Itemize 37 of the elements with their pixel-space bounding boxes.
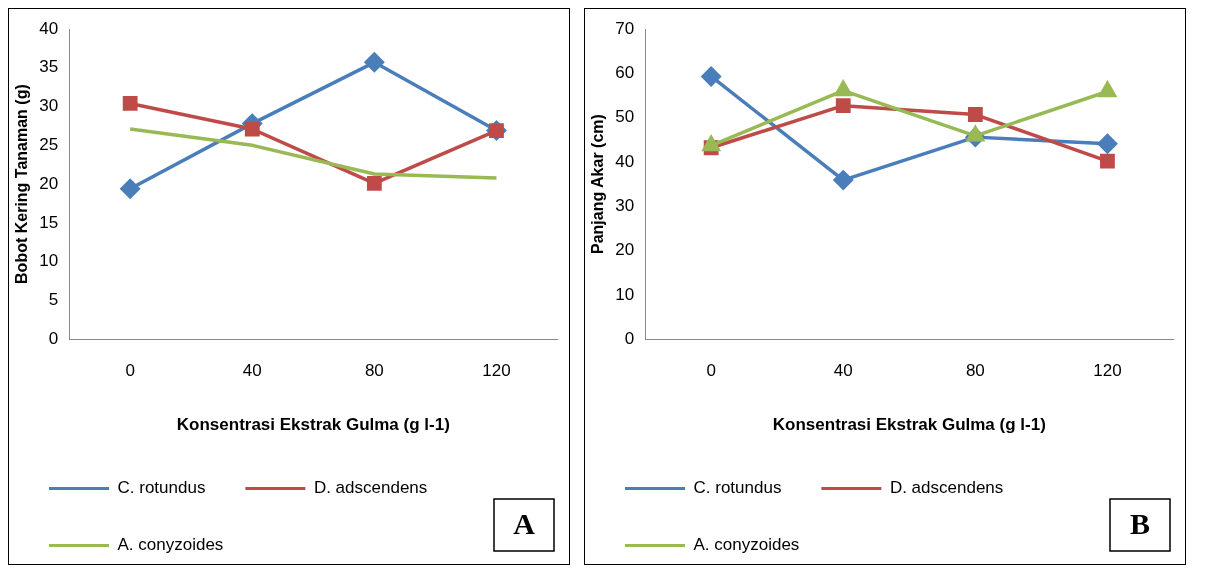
legend-label: A. conyzoides	[693, 535, 800, 555]
x-tick-label: 40	[833, 361, 853, 381]
y-tick-label: 5	[48, 290, 59, 310]
x-tick-label: 80	[364, 361, 384, 381]
y-tick-label: 70	[615, 18, 635, 38]
y-tick-label: 10	[39, 251, 59, 271]
y-tick-label: 20	[39, 173, 59, 193]
x-tick-label: 0	[125, 361, 135, 381]
y-tick-label: 0	[624, 328, 635, 348]
legend-label: D. adscendens	[313, 478, 428, 498]
legend-label: C. rotundus	[693, 478, 782, 498]
y-tick-label: 30	[615, 195, 635, 215]
x-tick-label: 40	[242, 361, 262, 381]
legend-label: A. conyzoides	[117, 535, 224, 555]
x-tick-label: 0	[706, 361, 716, 381]
y-tick-label: 10	[615, 284, 635, 304]
y-tick-label: 60	[615, 63, 635, 82]
y-tick-label: 35	[39, 57, 59, 77]
x-axis-title: Konsentrasi Ekstrak Gulma (g l-1)	[176, 415, 450, 435]
y-tick-label: 40	[615, 151, 635, 171]
x-axis-title: Konsentrasi Ekstrak Gulma (g l-1)	[772, 415, 1046, 435]
y-tick-label: 30	[39, 96, 59, 116]
y-tick-label: 0	[48, 328, 59, 348]
x-tick-label: 120	[482, 361, 511, 381]
text: B	[1129, 506, 1151, 540]
y-tick-label: 15	[39, 212, 59, 232]
y-tick-label: 40	[39, 18, 59, 38]
y-axis-title: Bobot Kering Tanaman (g)	[13, 84, 31, 284]
y-tick-label: 25	[39, 135, 59, 155]
y-tick-label: 50	[615, 107, 635, 127]
x-tick-label: 120	[1093, 361, 1122, 381]
legend-label: C. rotundus	[117, 478, 206, 498]
y-tick-label: 20	[615, 240, 635, 260]
legend-label: D. adscendens	[889, 478, 1004, 498]
y-axis-title: Panjang Akar (cm)	[589, 114, 607, 255]
x-tick-label: 80	[965, 361, 985, 381]
text: A	[513, 506, 536, 540]
